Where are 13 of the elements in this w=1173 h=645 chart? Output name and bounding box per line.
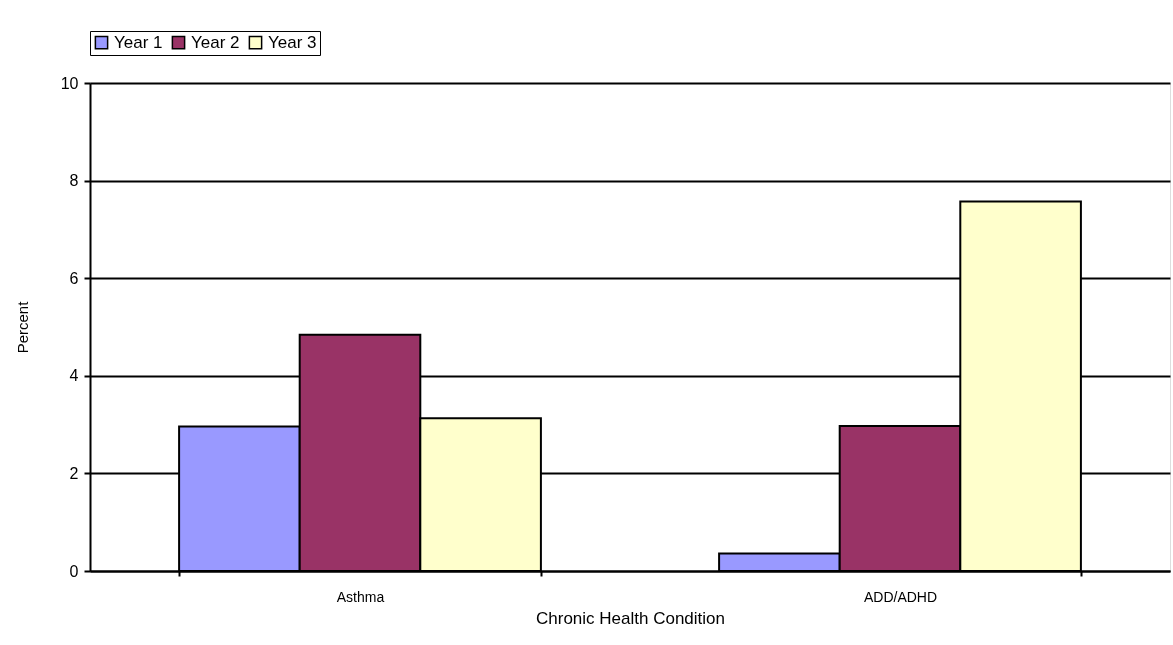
legend-label: Year 3 xyxy=(268,32,317,52)
x-tick-label: ADD/ADHD xyxy=(863,588,938,605)
legend-label: Year 2 xyxy=(191,32,240,52)
x-axis-title: Chronic Health Condition xyxy=(536,608,725,628)
y-tick-label: 2 xyxy=(69,464,79,482)
x-tick-label: Asthma xyxy=(336,588,385,605)
y-tick-label: 0 xyxy=(69,562,79,580)
y-tick-label: 10 xyxy=(60,74,79,92)
y-tick-label: 4 xyxy=(69,367,79,385)
y-tick-label: 8 xyxy=(69,172,79,190)
y-tick-label: 6 xyxy=(69,269,79,287)
legend-label: Year 1 xyxy=(114,32,163,52)
y-axis-title: Percent xyxy=(13,300,31,354)
